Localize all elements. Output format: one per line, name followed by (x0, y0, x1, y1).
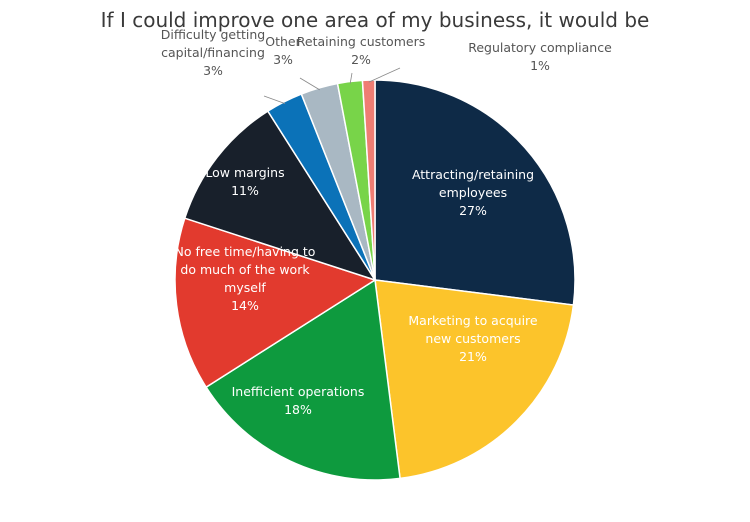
slice-percent: 21% (459, 349, 487, 364)
slice-label: Other 3% (265, 34, 301, 67)
slice-label-line: Low margins (205, 165, 284, 180)
leader-line (263, 95, 286, 104)
slice-label-line: new customers (425, 331, 520, 346)
slice-label: Low margins 11% (205, 165, 284, 198)
slice-label: Marketing to acquire new customers 21% (408, 313, 538, 364)
slice-label-line: Other (265, 34, 301, 49)
slice-label-line: do much of the work (180, 262, 310, 277)
slice-label-line: myself (224, 280, 266, 295)
pie-slice (374, 279, 575, 480)
slice-label-line: Difficulty getting (161, 27, 265, 42)
slice-percent: 11% (231, 183, 259, 198)
leader-lines (263, 67, 401, 104)
leader-line (349, 72, 353, 84)
slice-label: No free time/having to do much of the wor… (175, 244, 316, 313)
pie-labels: Attracting/retaining employees 27% Marketin… (161, 27, 612, 417)
slice-percent: 3% (203, 63, 223, 78)
slice-label: Difficulty getting capital/financing 3% (161, 27, 265, 78)
slice-label-line: capital/financing (161, 45, 265, 60)
slice-percent: 14% (231, 298, 259, 313)
pie-slice (361, 79, 376, 281)
pie-slice (174, 217, 377, 389)
slice-label-line: Attracting/retaining (412, 167, 534, 182)
slice-percent: 18% (284, 402, 312, 417)
slice-label: Attracting/retaining employees 27% (412, 167, 534, 218)
slice-label: Inefficient operations 18% (232, 384, 365, 417)
chart-title: If I could improve one area of my busine… (100, 8, 650, 32)
pie-slice (183, 110, 377, 282)
slice-label-line: No free time/having to (175, 244, 316, 259)
leader-line (299, 77, 320, 91)
slice-label-line: employees (439, 185, 507, 200)
slice-percent: 2% (351, 52, 371, 67)
slice-label-line: Marketing to acquire (408, 313, 538, 328)
pie-slice (205, 278, 401, 481)
slice-label: Regulatory compliance 1% (468, 40, 612, 73)
slice-label-line: Inefficient operations (232, 384, 365, 399)
slice-percent: 1% (530, 58, 550, 73)
pie-slice (374, 79, 576, 306)
slice-label-line: Regulatory compliance (468, 40, 612, 55)
slice-label-line: Retaining customers (297, 34, 425, 49)
pie-slices (174, 79, 576, 481)
leader-line (368, 67, 401, 83)
slice-percent: 3% (273, 52, 293, 67)
slice-percent: 27% (459, 203, 487, 218)
slice-label: Retaining customers 2% (297, 34, 425, 67)
